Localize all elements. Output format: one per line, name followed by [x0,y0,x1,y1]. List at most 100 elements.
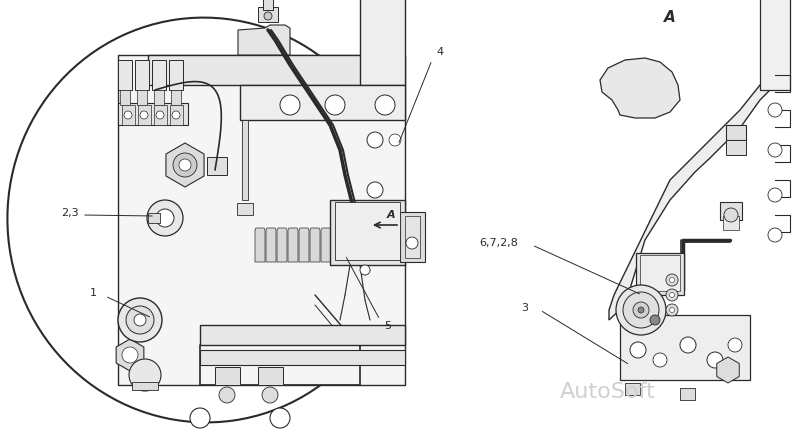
Bar [723,216,739,230]
Bar [405,216,420,258]
Polygon shape [116,339,144,371]
Polygon shape [166,143,204,187]
Bar [258,367,283,385]
Bar [118,103,188,125]
Text: 1: 1 [90,288,97,298]
Circle shape [666,304,678,316]
Bar [118,60,132,90]
Text: 4: 4 [437,47,443,57]
Text: 5: 5 [385,321,391,331]
Circle shape [707,352,723,368]
Polygon shape [277,228,287,262]
Bar [720,202,742,220]
Circle shape [670,307,674,313]
Polygon shape [255,228,265,262]
Bar [760,0,790,90]
Circle shape [147,200,183,236]
Circle shape [360,265,370,275]
Polygon shape [321,228,331,262]
Circle shape [650,315,660,325]
Circle shape [140,111,148,119]
Bar [680,388,695,400]
Bar [640,255,680,291]
Circle shape [156,209,174,227]
Bar [330,200,405,265]
Bar [169,60,183,90]
Circle shape [280,95,300,115]
Circle shape [630,342,646,358]
Bar [170,105,183,125]
Circle shape [124,111,132,119]
Bar [242,120,248,200]
Circle shape [264,12,272,20]
Bar [237,203,253,215]
Bar [132,382,158,390]
Text: 2,3: 2,3 [61,208,79,218]
Bar [215,367,240,385]
Circle shape [172,111,180,119]
Bar [620,315,750,380]
Circle shape [129,359,161,391]
Circle shape [367,132,383,148]
Text: 6,7,2,8: 6,7,2,8 [479,238,518,248]
Circle shape [633,302,649,318]
Bar [726,140,746,155]
Bar [200,325,405,345]
Polygon shape [609,70,780,320]
Text: A: A [664,11,676,25]
Circle shape [666,289,678,301]
Circle shape [389,134,401,146]
Text: A: A [386,210,395,220]
Circle shape [768,228,782,242]
Circle shape [666,274,678,286]
Polygon shape [310,228,320,262]
Text: AutoSoft: AutoSoft [560,383,656,402]
Polygon shape [118,55,405,385]
Polygon shape [266,228,276,262]
Circle shape [262,387,278,403]
Polygon shape [238,25,290,55]
Circle shape [768,188,782,202]
Circle shape [638,307,644,313]
Circle shape [670,293,674,297]
Circle shape [724,208,738,222]
Bar [360,0,405,85]
Bar [137,90,147,105]
Circle shape [375,95,395,115]
Bar [258,7,278,22]
Bar [636,253,684,295]
Circle shape [270,408,290,428]
Bar [400,212,425,262]
Circle shape [367,182,383,198]
Circle shape [179,159,191,171]
Circle shape [768,103,782,117]
Circle shape [190,408,210,428]
Bar [135,60,149,90]
Polygon shape [600,58,680,118]
Bar [335,202,400,260]
Circle shape [653,353,667,367]
Circle shape [680,337,696,353]
Circle shape [623,292,659,328]
Bar [120,90,130,105]
Circle shape [325,95,345,115]
Circle shape [616,285,666,335]
Bar [154,90,164,105]
Circle shape [173,153,197,177]
Circle shape [126,306,154,334]
Circle shape [122,347,138,363]
Bar [726,125,746,140]
Circle shape [406,237,418,249]
Circle shape [118,298,162,342]
Bar [122,105,135,125]
Circle shape [670,277,674,282]
Bar [138,105,151,125]
Bar [152,60,166,90]
Circle shape [219,387,235,403]
Bar [171,90,181,105]
Circle shape [768,143,782,157]
Circle shape [728,338,742,352]
Bar [207,157,227,175]
Bar [154,105,167,125]
Bar [240,85,405,120]
